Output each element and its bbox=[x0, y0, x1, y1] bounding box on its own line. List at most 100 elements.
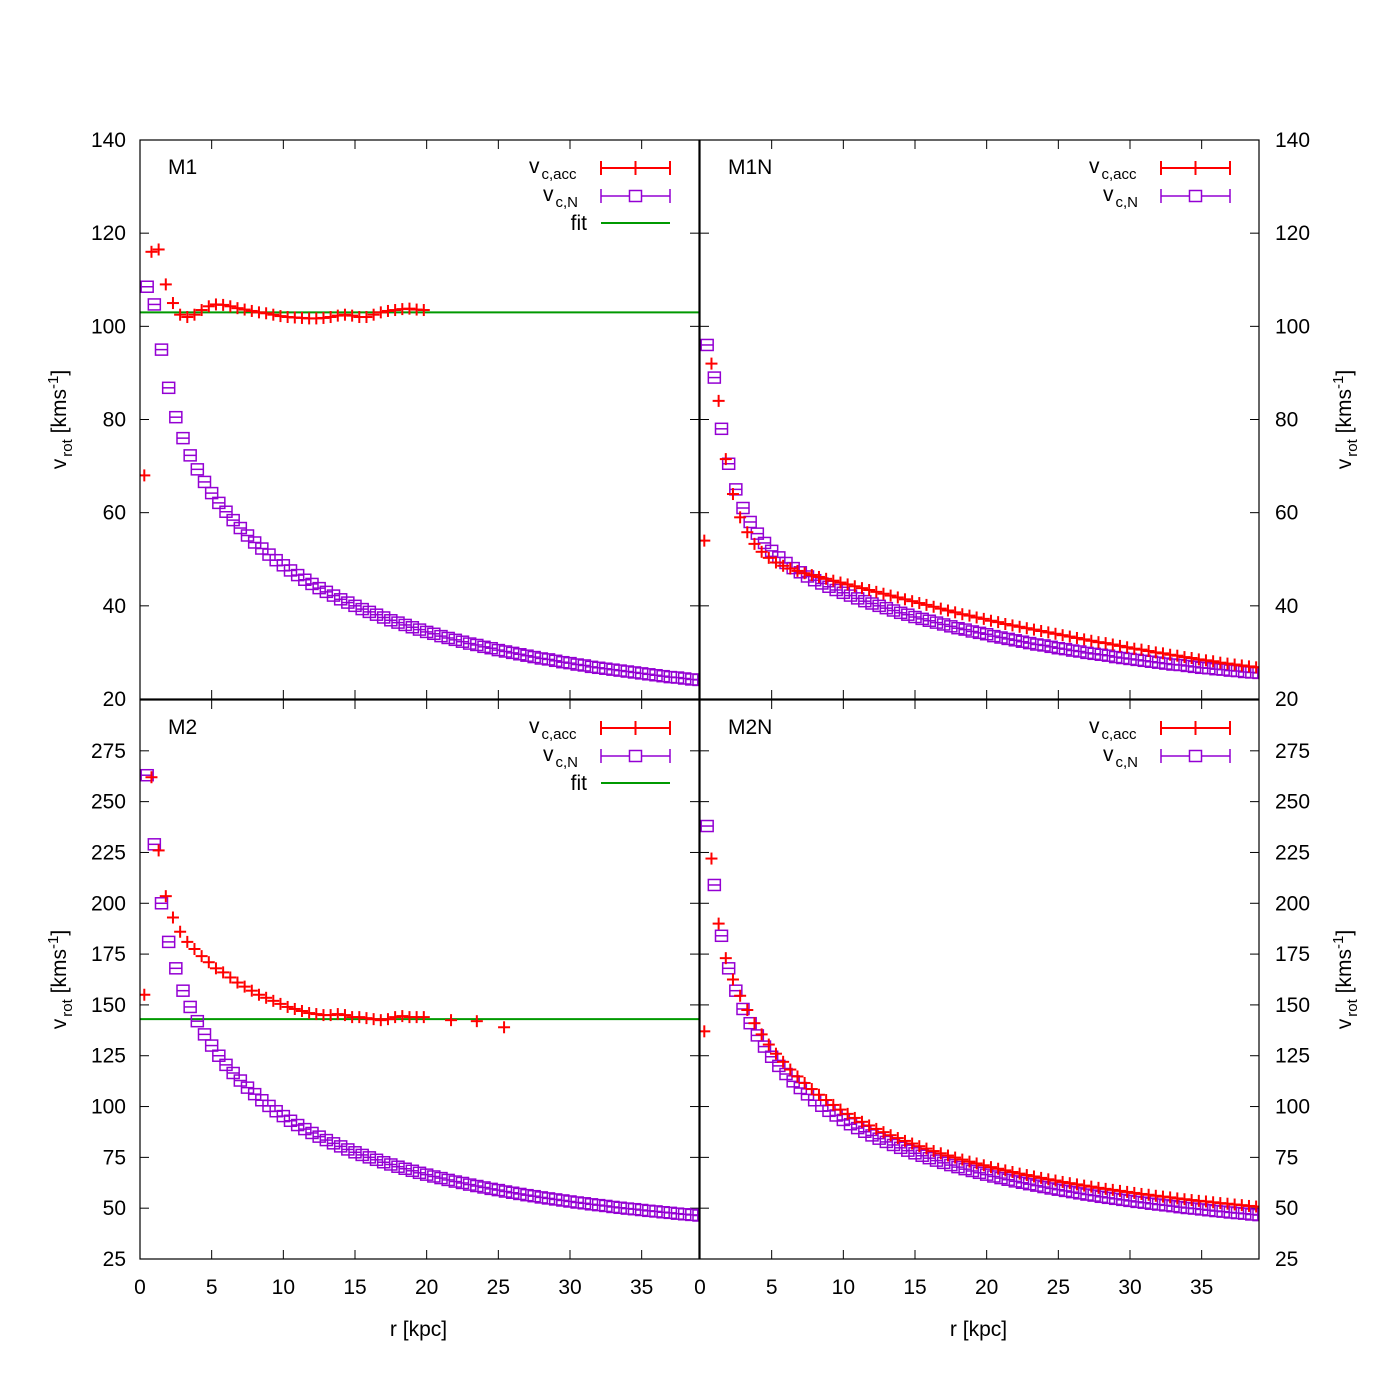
vcn-point bbox=[872, 1132, 886, 1145]
vcacc-point bbox=[374, 306, 387, 319]
vcn-point bbox=[1216, 1205, 1230, 1218]
vcacc-point bbox=[1113, 1184, 1126, 1197]
vcn-point bbox=[333, 593, 348, 606]
y-tick-label: 20 bbox=[1275, 688, 1298, 711]
vcacc-point bbox=[977, 1159, 990, 1172]
vcn-point bbox=[355, 1148, 369, 1162]
vcacc-point bbox=[346, 309, 359, 322]
vcacc-point bbox=[941, 1149, 954, 1162]
y-tick-label: 100 bbox=[91, 1096, 126, 1119]
vcn-point bbox=[319, 585, 334, 599]
vcacc-point bbox=[1042, 1173, 1055, 1186]
y-axis-title: vrot [kms-1] bbox=[45, 930, 76, 1029]
x-tick-label: 35 bbox=[630, 1276, 653, 1299]
vcn-point bbox=[908, 1147, 922, 1160]
panel-frame bbox=[699, 699, 1260, 1260]
vcn-point bbox=[736, 501, 750, 515]
vcn-point bbox=[951, 621, 965, 635]
vcn-point bbox=[994, 1171, 1008, 1185]
vcn-point bbox=[707, 878, 722, 892]
data-group bbox=[140, 768, 699, 1222]
vcacc-point bbox=[956, 608, 969, 621]
vcacc-point bbox=[913, 1140, 926, 1153]
data-group bbox=[700, 819, 1259, 1222]
vcacc-point bbox=[1013, 620, 1026, 633]
vcacc-point bbox=[202, 956, 215, 969]
vcn-point bbox=[865, 1129, 879, 1142]
vcacc-point bbox=[734, 989, 747, 1002]
vcacc-point bbox=[834, 576, 847, 589]
y-axis-title: vrot [kms-1] bbox=[1330, 930, 1361, 1029]
vcacc-point bbox=[224, 971, 237, 984]
vcn-point bbox=[398, 618, 412, 632]
x-tick-label: 0 bbox=[694, 1276, 706, 1299]
vcn-point bbox=[419, 625, 434, 639]
vcn-point bbox=[613, 1201, 627, 1215]
vcn-point bbox=[700, 338, 714, 352]
vcacc-point bbox=[195, 304, 208, 317]
x-tick-label: 10 bbox=[832, 1276, 855, 1299]
vcn-point bbox=[169, 962, 183, 975]
vcacc-point bbox=[1006, 619, 1019, 632]
legend-label-vcacc: v c,acc bbox=[529, 715, 577, 743]
vcacc-point bbox=[949, 1151, 962, 1164]
vcacc-point bbox=[295, 1005, 308, 1018]
legend-label-fit: fit bbox=[571, 212, 588, 235]
vcn-point bbox=[204, 486, 219, 500]
vcn-point bbox=[670, 671, 685, 684]
vcacc-point bbox=[748, 1017, 761, 1030]
y-tick-label: 120 bbox=[1275, 222, 1310, 245]
vcn-point bbox=[427, 627, 441, 641]
vcn-point bbox=[901, 1144, 915, 1157]
vcacc-point bbox=[1056, 1175, 1069, 1188]
vcacc-point bbox=[949, 606, 962, 619]
vcn-point bbox=[541, 1192, 556, 1205]
vcn-point bbox=[599, 1199, 613, 1213]
vcacc-point bbox=[267, 994, 280, 1007]
vcn-point bbox=[1252, 666, 1259, 680]
x-tick-label: 20 bbox=[415, 1276, 438, 1299]
vcn-point bbox=[591, 661, 606, 675]
vcn-point bbox=[556, 655, 570, 669]
vcacc-point bbox=[906, 595, 919, 608]
x-tick-label: 30 bbox=[1118, 1276, 1141, 1299]
vcn-point bbox=[534, 1191, 549, 1204]
vcn-point bbox=[1151, 1198, 1166, 1211]
vcn-point bbox=[886, 1138, 901, 1152]
vcn-point bbox=[893, 606, 908, 620]
vcn-point bbox=[556, 1194, 570, 1207]
vcn-point bbox=[455, 1176, 470, 1190]
vcacc-point bbox=[202, 300, 215, 313]
panel-label: M1N bbox=[728, 156, 772, 179]
vcn-point bbox=[1101, 1191, 1116, 1205]
vcn-point bbox=[1073, 645, 1087, 658]
vcacc-point bbox=[1049, 627, 1062, 640]
vcacc-point bbox=[274, 997, 287, 1010]
vcacc-point bbox=[798, 567, 811, 580]
vcn-point bbox=[1094, 648, 1109, 661]
vcn-point bbox=[140, 280, 154, 293]
vcn-point bbox=[577, 659, 592, 672]
vcacc-point bbox=[166, 297, 179, 310]
legend-item-vcn: v c,N bbox=[1103, 743, 1231, 771]
vcacc-point bbox=[841, 1107, 854, 1120]
legend-marker bbox=[1188, 189, 1203, 203]
vcacc-point bbox=[238, 303, 251, 316]
vcacc-point bbox=[734, 511, 747, 524]
vcn-point bbox=[527, 650, 541, 664]
vcn-point bbox=[355, 602, 369, 616]
vcacc-point bbox=[1113, 639, 1126, 652]
vcn-point bbox=[384, 1158, 398, 1171]
vcn-point bbox=[326, 589, 341, 602]
panel-frame bbox=[699, 139, 1260, 700]
vcn-point bbox=[369, 608, 384, 621]
vcacc-point bbox=[188, 943, 201, 956]
panel-label: M2N bbox=[728, 716, 772, 739]
vcacc-point bbox=[719, 952, 732, 965]
vcacc-point bbox=[288, 1002, 301, 1015]
vcn-point bbox=[462, 637, 477, 650]
vcacc-point bbox=[245, 304, 258, 317]
